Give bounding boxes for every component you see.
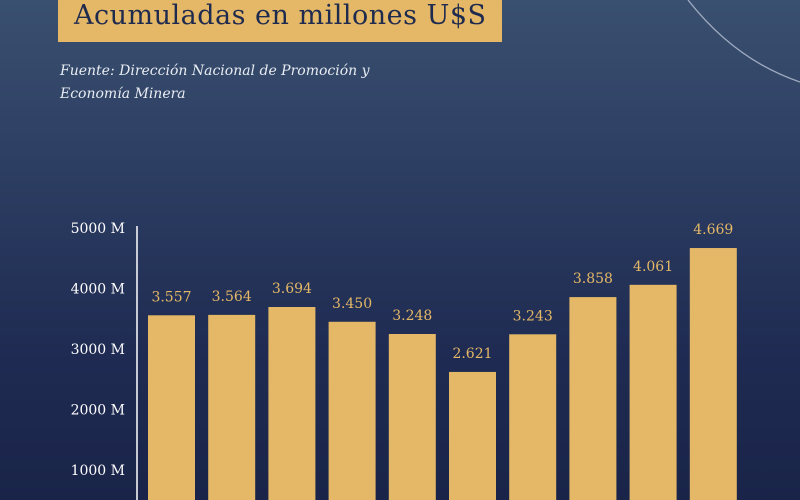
title-banner: Acumuladas en millones U$S: [58, 0, 502, 42]
bar: [388, 333, 436, 500]
bar-value-label: 3.248: [392, 308, 432, 324]
y-tick-label: 5000 M: [71, 221, 125, 237]
bar-value-label: 3.557: [151, 289, 191, 305]
bar: [629, 284, 677, 500]
bar-value-label: 3.858: [573, 271, 613, 287]
y-tick-label: 4000 M: [71, 282, 125, 298]
bar-value-label: 4.669: [693, 222, 733, 238]
bar: [449, 371, 496, 500]
bar-value-label: 2.621: [452, 346, 492, 362]
y-tick-label: 3000 M: [71, 342, 125, 358]
bar: [328, 321, 376, 500]
bar-value-label: 3.243: [513, 308, 553, 324]
chart-title: Acumuladas en millones U$S: [74, 0, 487, 31]
bar-value-label: 4.061: [633, 259, 673, 275]
source-line-2: Economía Minera: [60, 86, 186, 102]
bar: [268, 307, 316, 500]
bar-value-label: 3.564: [212, 289, 252, 305]
y-tick-label: 2000 M: [71, 403, 125, 419]
bar: [509, 334, 557, 500]
source-line-1: Fuente: Dirección Nacional de Promoción …: [60, 63, 370, 79]
bar-value-label: 3.450: [332, 296, 372, 312]
bar: [689, 248, 737, 500]
bar: [208, 314, 256, 500]
bar-value-label: 3.694: [272, 281, 312, 297]
source-note: Fuente: Dirección Nacional de Promoción …: [60, 60, 440, 106]
y-tick-label: 1000 M: [71, 463, 125, 479]
bar: [569, 297, 617, 500]
bar: [148, 315, 195, 500]
